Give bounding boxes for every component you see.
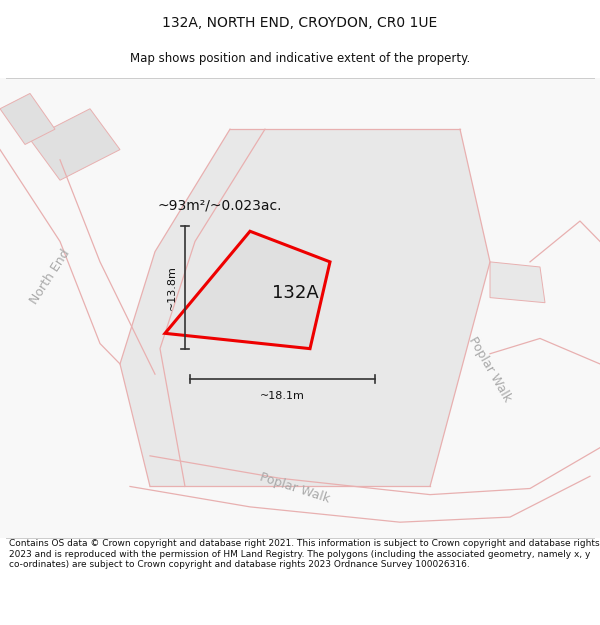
Text: Map shows position and indicative extent of the property.: Map shows position and indicative extent… <box>130 52 470 65</box>
Text: Poplar Walk: Poplar Walk <box>258 471 332 506</box>
Text: ~13.8m: ~13.8m <box>167 265 177 310</box>
Polygon shape <box>165 231 330 349</box>
Polygon shape <box>120 129 490 486</box>
Text: Contains OS data © Crown copyright and database right 2021. This information is : Contains OS data © Crown copyright and d… <box>9 539 599 569</box>
Text: ~93m²/~0.023ac.: ~93m²/~0.023ac. <box>158 199 282 212</box>
Polygon shape <box>0 93 55 144</box>
Text: 132A, NORTH END, CROYDON, CR0 1UE: 132A, NORTH END, CROYDON, CR0 1UE <box>163 16 437 31</box>
Text: Poplar Walk: Poplar Walk <box>466 334 514 404</box>
Text: 132A: 132A <box>272 284 319 301</box>
Polygon shape <box>490 262 545 302</box>
Polygon shape <box>30 109 120 180</box>
Text: North End: North End <box>28 248 73 307</box>
Text: ~18.1m: ~18.1m <box>260 391 305 401</box>
